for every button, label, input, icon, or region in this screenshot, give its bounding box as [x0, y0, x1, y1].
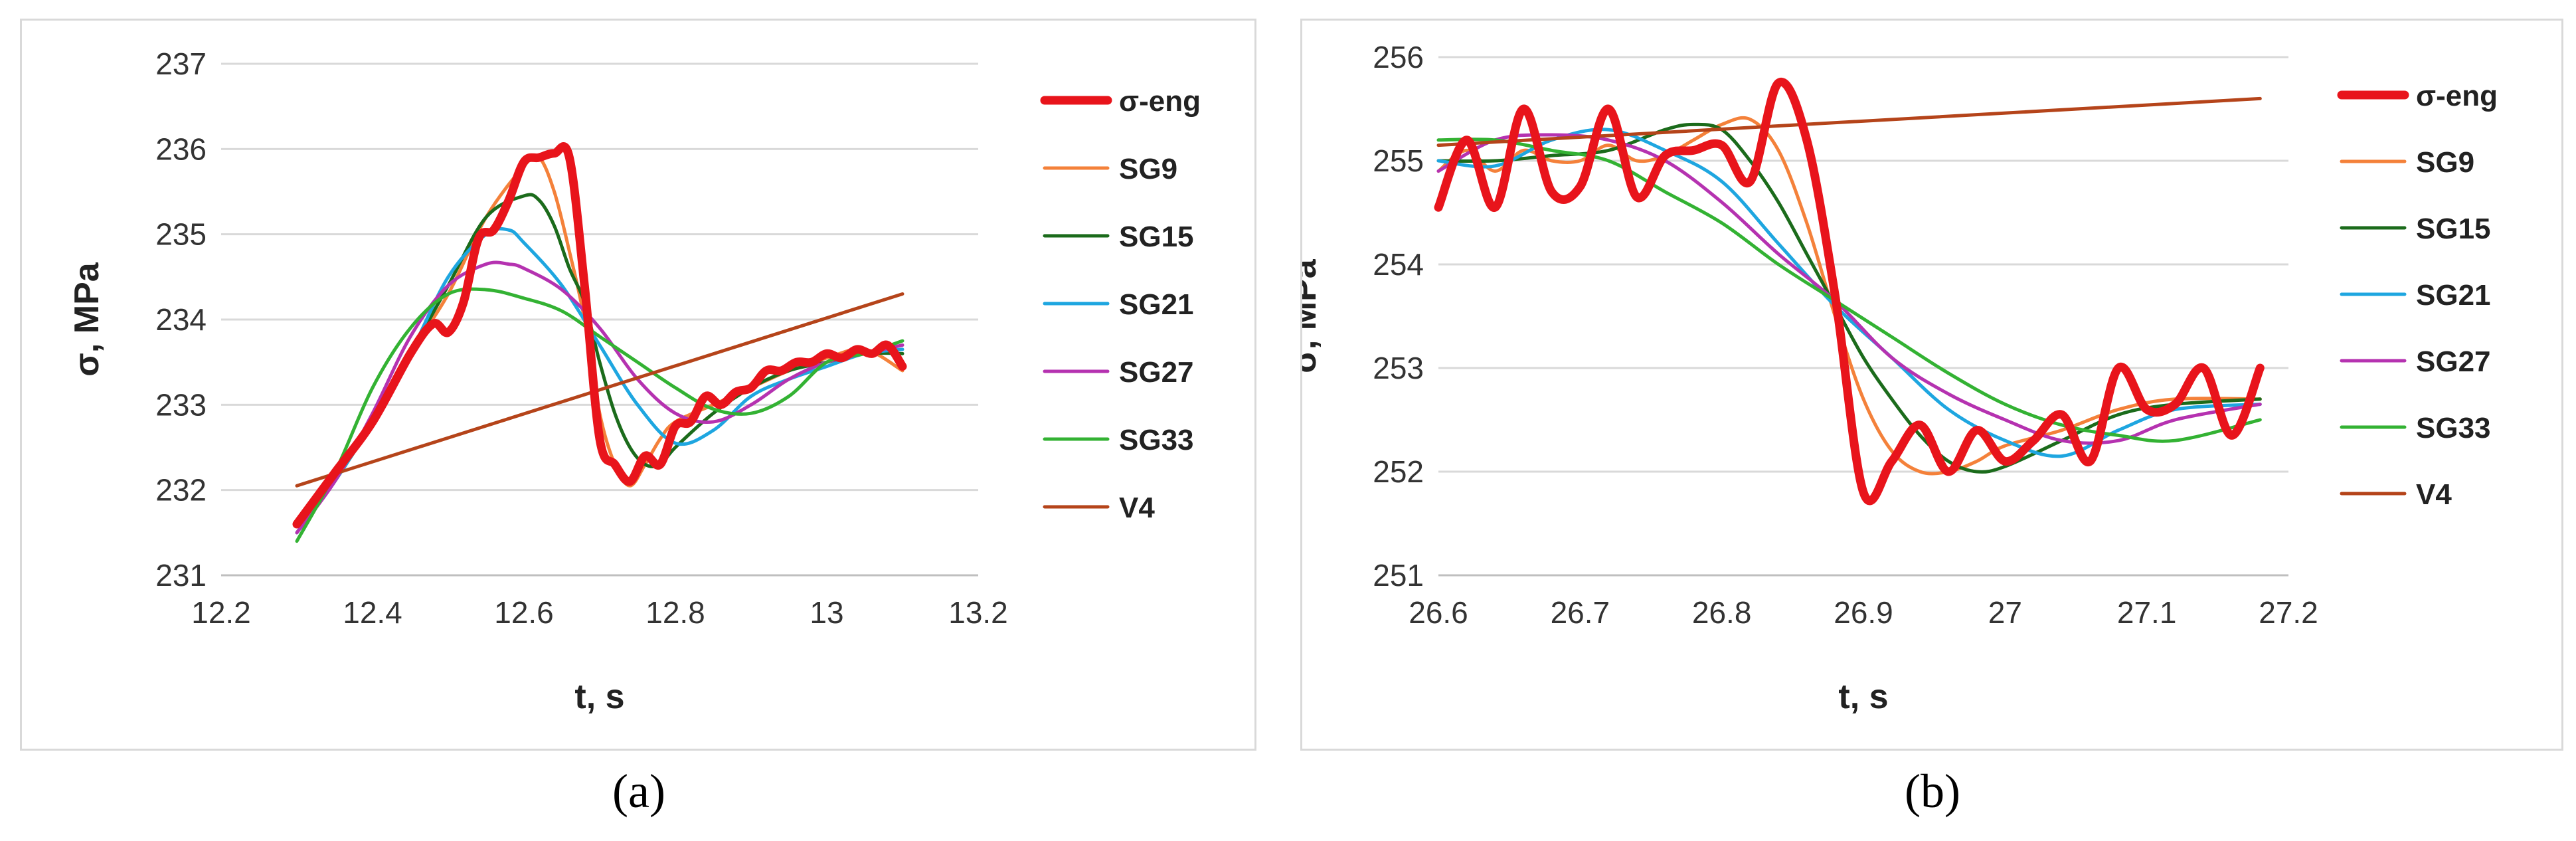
a-x-tick-label: 12.6	[494, 595, 554, 630]
chart-panel-b: 251 252 253 254 255 256 26.6 26.7 26.8 26.9 27 27.1…	[1300, 19, 2563, 751]
b-legend-label: SG27	[2416, 345, 2491, 378]
a-y-tick-label: 232	[155, 473, 207, 508]
b-y-tick-label: 254	[1373, 247, 1424, 282]
a-legend-label: SG15	[1119, 221, 1194, 253]
b-x-tick-label: 27	[1988, 595, 2022, 630]
b-legend-label: SG21	[2416, 279, 2491, 312]
a-legend-label: σ-eng	[1119, 85, 1201, 118]
b-y-axis-title: σ, MPa	[1302, 258, 1324, 373]
chart-a: 231 232 233 234 235 236 237 12.2 12.4 12.6 12.8 13 1…	[68, 47, 1201, 716]
a-series-line-SG27	[295, 260, 904, 535]
a-legend-label: SG21	[1119, 288, 1194, 321]
b-y-tick-label: 255	[1373, 143, 1424, 178]
a-x-tick-label: 13	[810, 595, 843, 630]
b-legend-label: σ-eng	[2416, 80, 2498, 112]
a-series-line-eng	[292, 142, 907, 529]
b-legend-label: SG15	[2416, 213, 2491, 245]
chart-b: 251 252 253 254 255 256 26.6 26.7 26.8 26.9 27 27.1…	[1302, 40, 2498, 716]
a-series-line-V4	[295, 292, 904, 488]
a-x-tick-label: 12.2	[191, 595, 251, 630]
a-x-tick-label: 12.8	[645, 595, 705, 630]
b-legend-label: V4	[2416, 478, 2452, 511]
b-series-line-eng	[1434, 78, 2265, 506]
a-y-tick-label: 233	[155, 387, 207, 422]
a-legend-label: SG27	[1119, 356, 1194, 389]
b-y-tick-label: 256	[1373, 40, 1424, 74]
b-y-tick-label: 251	[1373, 558, 1424, 593]
caption-a: (a)	[612, 765, 665, 818]
b-series-line-V4	[1436, 96, 2262, 147]
a-x-tick-label: 12.4	[343, 595, 402, 630]
a-series-line-SG9	[295, 153, 904, 526]
b-y-tick-label: 253	[1373, 351, 1424, 385]
b-x-tick-label: 26.7	[1551, 595, 1610, 630]
a-x-axis-title: t, s	[574, 678, 624, 716]
a-legend-label: SG33	[1119, 424, 1194, 456]
a-y-tick-label: 231	[155, 558, 207, 593]
a-y-tick-label: 235	[155, 217, 207, 252]
a-y-tick-label: 236	[155, 132, 207, 166]
b-x-axis-title: t, s	[1838, 678, 1888, 716]
a-legend-label: SG9	[1119, 153, 1177, 185]
a-legend-label: V4	[1119, 492, 1155, 524]
b-x-tick-label: 26.9	[1834, 595, 1893, 630]
b-legend-label: SG9	[2416, 146, 2474, 179]
a-y-tick-label: 237	[155, 47, 207, 81]
b-x-tick-label: 26.8	[1692, 595, 1752, 630]
a-x-tick-label: 13.2	[948, 595, 1008, 630]
b-x-tick-label: 26.6	[1409, 595, 1468, 630]
b-x-tick-label: 27.2	[2259, 595, 2318, 630]
caption-b: (b)	[1905, 765, 1960, 818]
b-y-tick-label: 252	[1373, 454, 1424, 489]
a-y-axis-title: σ, MPa	[68, 262, 106, 376]
b-legend-label: SG33	[2416, 412, 2491, 444]
b-x-tick-label: 27.1	[2117, 595, 2177, 630]
a-y-tick-label: 234	[155, 302, 207, 337]
chart-panel-a: 231 232 233 234 235 236 237 12.2 12.4 12.6 12.8 13 1…	[20, 19, 1256, 751]
